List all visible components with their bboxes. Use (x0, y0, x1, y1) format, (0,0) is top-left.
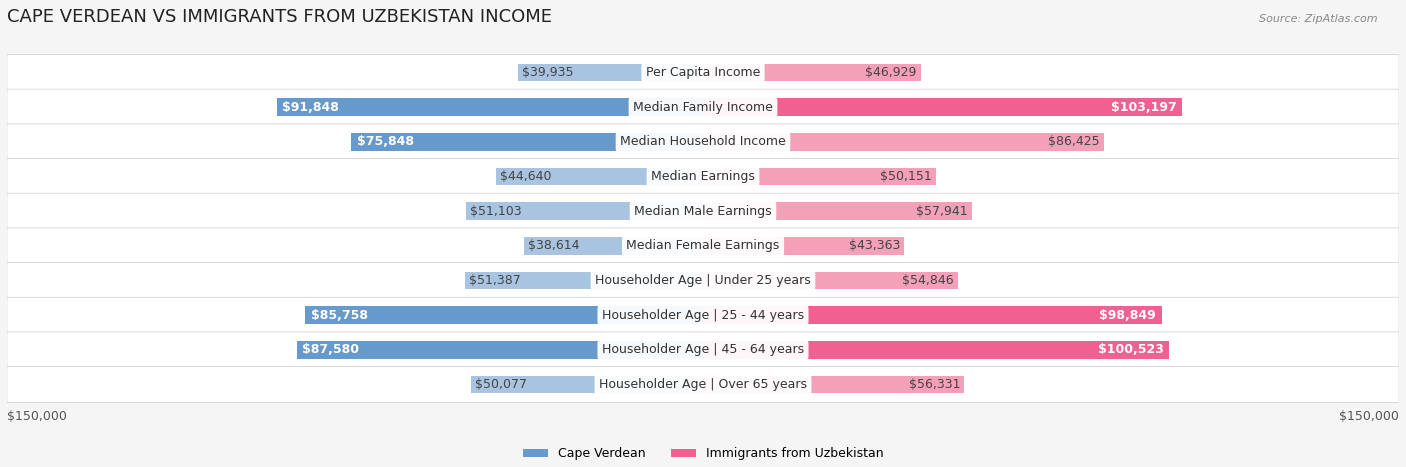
FancyBboxPatch shape (7, 262, 1399, 298)
Text: $150,000: $150,000 (7, 410, 67, 423)
Bar (703, 64, 921, 81)
Text: Median Household Income: Median Household Income (620, 135, 786, 149)
FancyBboxPatch shape (7, 367, 1399, 403)
FancyBboxPatch shape (7, 124, 1399, 160)
Text: Median Family Income: Median Family Income (633, 101, 773, 114)
Text: Householder Age | 25 - 44 years: Householder Age | 25 - 44 years (602, 309, 804, 322)
Legend: Cape Verdean, Immigrants from Uzbekistan: Cape Verdean, Immigrants from Uzbekistan (517, 442, 889, 466)
Text: $103,197: $103,197 (1111, 101, 1177, 114)
Bar (524, 237, 703, 255)
Text: Householder Age | Under 25 years: Householder Age | Under 25 years (595, 274, 811, 287)
Text: $51,387: $51,387 (468, 274, 520, 287)
Bar (703, 168, 936, 185)
FancyBboxPatch shape (7, 297, 1399, 333)
Text: $43,363: $43,363 (849, 240, 900, 253)
FancyBboxPatch shape (7, 193, 1399, 229)
Text: $56,331: $56,331 (908, 378, 960, 391)
FancyBboxPatch shape (7, 158, 1399, 195)
Text: $150,000: $150,000 (1339, 410, 1399, 423)
Bar (297, 341, 703, 359)
Bar (352, 133, 703, 151)
Text: $44,640: $44,640 (501, 170, 551, 183)
Text: $54,846: $54,846 (901, 274, 953, 287)
Bar (703, 341, 1170, 359)
Text: $87,580: $87,580 (302, 343, 359, 356)
Bar (703, 272, 957, 290)
Text: $50,151: $50,151 (880, 170, 932, 183)
Text: $46,929: $46,929 (865, 66, 917, 79)
Text: $85,758: $85,758 (311, 309, 367, 322)
Text: $86,425: $86,425 (1049, 135, 1099, 149)
Text: Median Male Earnings: Median Male Earnings (634, 205, 772, 218)
Bar (464, 272, 703, 290)
FancyBboxPatch shape (7, 332, 1399, 368)
Text: Median Earnings: Median Earnings (651, 170, 755, 183)
Text: $75,848: $75,848 (357, 135, 413, 149)
Text: Per Capita Income: Per Capita Income (645, 66, 761, 79)
Bar (703, 306, 1161, 324)
Bar (703, 202, 972, 220)
Bar (703, 133, 1104, 151)
FancyBboxPatch shape (7, 89, 1399, 125)
Bar (703, 376, 965, 394)
Text: $98,849: $98,849 (1099, 309, 1156, 322)
FancyBboxPatch shape (7, 228, 1399, 264)
Bar (517, 64, 703, 81)
FancyBboxPatch shape (7, 55, 1399, 91)
Text: $57,941: $57,941 (917, 205, 967, 218)
Text: Householder Age | 45 - 64 years: Householder Age | 45 - 64 years (602, 343, 804, 356)
Bar (703, 237, 904, 255)
Text: Householder Age | Over 65 years: Householder Age | Over 65 years (599, 378, 807, 391)
Text: CAPE VERDEAN VS IMMIGRANTS FROM UZBEKISTAN INCOME: CAPE VERDEAN VS IMMIGRANTS FROM UZBEKIST… (7, 8, 553, 26)
Text: $38,614: $38,614 (529, 240, 579, 253)
Bar (471, 376, 703, 394)
Bar (496, 168, 703, 185)
Text: $50,077: $50,077 (475, 378, 527, 391)
Text: $100,523: $100,523 (1098, 343, 1164, 356)
Text: Source: ZipAtlas.com: Source: ZipAtlas.com (1260, 14, 1378, 24)
Bar (305, 306, 703, 324)
Bar (703, 99, 1182, 116)
Text: $91,848: $91,848 (283, 101, 339, 114)
Bar (277, 99, 703, 116)
Text: $51,103: $51,103 (470, 205, 522, 218)
Text: Median Female Earnings: Median Female Earnings (627, 240, 779, 253)
Bar (465, 202, 703, 220)
Text: $39,935: $39,935 (522, 66, 574, 79)
